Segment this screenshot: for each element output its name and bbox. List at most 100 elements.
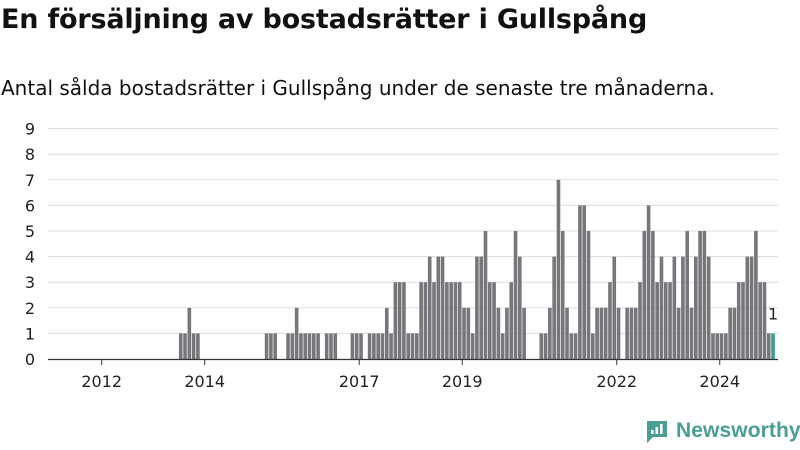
x-tick-label: 2014 [184,372,225,391]
bar [264,333,269,359]
bar [470,333,475,359]
bar [312,333,316,359]
chart-subtitle: Antal sålda bostadsrätter i Gullspång un… [1,76,715,100]
bar [672,256,677,359]
data-labels: 1 [768,304,778,323]
brand-name: Newsworthy [676,419,800,442]
bar [741,282,745,359]
bar [183,333,187,359]
y-tick-label: 1 [25,324,35,343]
y-tick-label: 2 [25,299,35,318]
bar [702,231,707,359]
bar [539,333,544,359]
bar [303,333,308,359]
newsworthy-logo-icon [647,421,667,443]
bar [706,256,711,359]
bar [500,333,505,359]
bar [324,333,329,359]
bar [668,282,672,359]
bar [440,256,445,359]
bar [646,205,651,359]
bar [191,333,196,359]
bar [436,256,441,359]
bar [479,256,483,359]
bar [406,333,411,359]
bar [758,282,762,359]
bar [638,282,642,359]
bar [586,231,591,359]
bar [445,282,449,359]
bar [522,307,526,359]
grid-lines [48,128,778,334]
bar [732,307,737,359]
bar [573,333,578,359]
x-axis-ticks: 2012 2014 2017 2019 2022 2024 [81,359,740,391]
bar [333,333,338,359]
bar [509,282,514,359]
bar [496,307,501,359]
bar [608,282,612,359]
bar [492,282,496,359]
bar [269,333,273,359]
y-tick-label: 4 [25,248,35,267]
bar [380,333,385,359]
bar [196,333,200,359]
bar [595,307,599,359]
bar [427,256,432,359]
bar [462,307,466,359]
bar [457,282,462,359]
bar [552,256,556,359]
bar [681,256,685,359]
bar [745,256,750,359]
bar [432,282,436,359]
bar [518,256,522,359]
bar [359,333,363,359]
x-tick-label: 2024 [699,372,740,391]
bar [762,282,767,359]
bar [397,282,402,359]
bar [724,333,728,359]
bar [505,307,509,359]
bar [599,307,604,359]
bar [659,256,664,359]
bar [384,307,389,359]
bar [694,256,698,359]
bar [548,307,552,359]
bar [616,307,621,359]
bar [625,307,629,359]
bar [290,333,295,359]
bar [419,282,423,359]
bar [754,231,758,359]
bar [663,282,668,359]
y-tick-label: 7 [25,171,35,190]
y-tick-label: 8 [25,145,35,164]
x-tick-label: 2012 [81,372,122,391]
bar [286,333,290,359]
bar [402,282,406,359]
bar [178,333,183,359]
sales-bar-chart: 0 1 2 3 4 5 6 7 8 9 2012 2014 2017 2019 2022 2024 1 [25,120,778,391]
y-tick-label: 0 [25,350,35,369]
bar [590,333,595,359]
y-tick-label: 5 [25,222,35,241]
bar [354,333,359,359]
bar [294,307,299,359]
bar [389,333,393,359]
bar [299,333,303,359]
bar [655,282,659,359]
bar [578,205,582,359]
page-title: En försäljning av bostadsrätter i Gullsp… [1,4,648,35]
bar [393,282,398,359]
bar [642,231,647,359]
bar [689,307,694,359]
y-tick-label: 3 [25,273,35,292]
bar [329,333,333,359]
bar [766,333,771,359]
bar [372,333,376,359]
bar [612,256,617,359]
bar [736,282,741,359]
bar [685,231,690,359]
bar [475,256,479,359]
bars [178,179,775,359]
bar [633,307,638,359]
